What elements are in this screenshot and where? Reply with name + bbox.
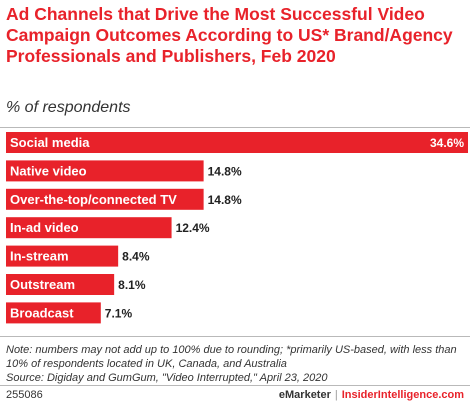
- bottom-divider: [0, 336, 470, 337]
- value-label-broadcast: 7.1%: [105, 306, 133, 320]
- chart-subtitle: % of respondents: [6, 99, 131, 116]
- note-line-1: Note: numbers may not add up to 100% due…: [6, 344, 457, 356]
- chart-notes: Note: numbers may not add up to 100% due…: [6, 343, 468, 385]
- category-label-broadcast: Broadcast: [10, 305, 74, 320]
- footer-divider: [0, 385, 470, 386]
- bar-chart: Social media 34.6% Native video 14.8% Over-t…: [6, 132, 468, 324]
- chart-id: 255086: [6, 389, 43, 401]
- brand-name: eMarketer: [278, 389, 331, 401]
- bar-in-stream: [6, 245, 119, 267]
- value-label-native-video: 14.8%: [208, 164, 242, 178]
- value-label-in-ad-video: 12.4%: [176, 221, 210, 235]
- top-divider: [0, 127, 470, 128]
- chart-title: Ad Channels that Drive the Most Successf…: [6, 4, 453, 66]
- category-label-outstream: Outstream: [10, 277, 75, 292]
- value-label-in-stream: 8.4%: [122, 250, 150, 264]
- brand-separator: |: [334, 389, 338, 401]
- category-label-in-stream: In-stream: [10, 249, 69, 264]
- category-label-in-ad-video: In-ad video: [10, 220, 79, 235]
- bar-in-ad-video: [6, 217, 172, 239]
- value-label-outstream: 8.1%: [118, 278, 146, 292]
- brand-credit: eMarketer | InsiderIntelligence.com: [279, 385, 464, 405]
- value-label-over-the-top-connected-tv: 14.8%: [208, 193, 242, 207]
- category-label-over-the-top-connected-tv: Over-the-top/connected TV: [10, 192, 177, 207]
- bar-over-the-top-connected-tv: [6, 188, 204, 210]
- category-label-native-video: Native video: [10, 163, 87, 178]
- bar-outstream: [6, 274, 115, 295]
- bar-social-media: [6, 132, 468, 153]
- bar-native-video: [6, 160, 204, 182]
- note-line-2: 10% of respondents located in UK, Canada…: [6, 358, 287, 370]
- value-label-social-media: 34.6%: [430, 136, 464, 150]
- footer: 255086 eMarketer | InsiderIntelligence.com: [0, 385, 470, 405]
- source-line: Source: Digiday and GumGum, "Video Inter…: [6, 372, 328, 384]
- site-link[interactable]: InsiderIntelligence.com: [341, 389, 464, 401]
- bar-broadcast: [6, 302, 101, 324]
- category-label-social-media: Social media: [10, 135, 90, 150]
